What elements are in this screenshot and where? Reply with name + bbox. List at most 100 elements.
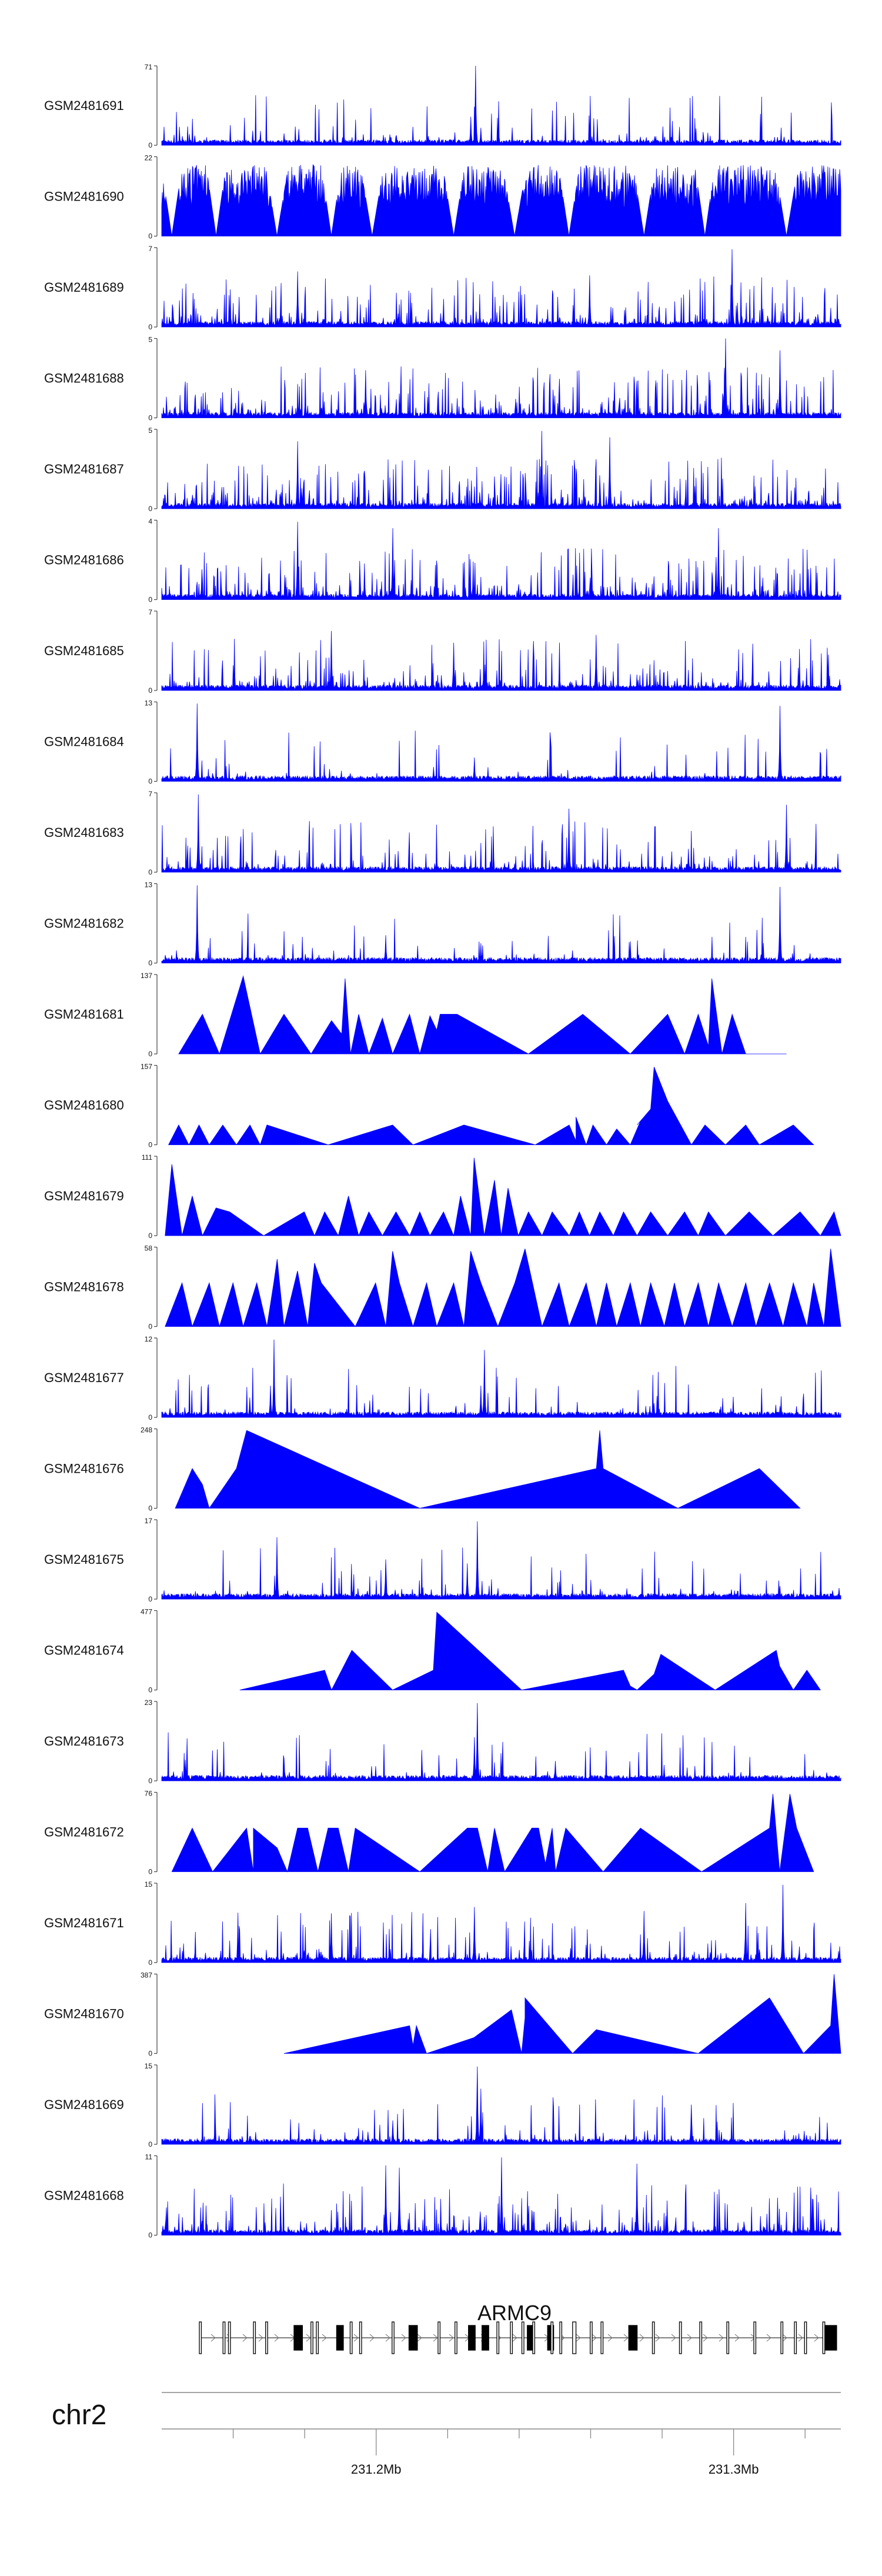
exon xyxy=(652,2321,655,2354)
y-min-label: 0 xyxy=(148,1686,152,1694)
y-max-label: 157 xyxy=(141,1063,152,1071)
y-max-label: 13 xyxy=(145,699,153,708)
strand-arrow xyxy=(671,2334,676,2342)
strand-arrow xyxy=(417,2334,422,2342)
strand-arrow xyxy=(433,2334,438,2342)
strand-arrow xyxy=(274,2334,279,2342)
y-min-label: 0 xyxy=(148,959,152,967)
exon xyxy=(699,2321,703,2354)
y-max-label: 4 xyxy=(148,518,152,526)
strand-arrow xyxy=(734,2334,740,2342)
y-max-label: 5 xyxy=(148,426,152,435)
y-max-label: 477 xyxy=(141,1608,152,1616)
y-max-label: 11 xyxy=(145,2153,153,2161)
exon xyxy=(510,2321,513,2354)
track-label: GSM2481669 xyxy=(44,2097,124,2112)
exon xyxy=(559,2321,563,2354)
y-min-label: 0 xyxy=(148,2140,152,2148)
y-max-label: 76 xyxy=(145,1790,153,1798)
exon xyxy=(804,2321,807,2354)
y-min-label: 0 xyxy=(148,596,152,604)
exon xyxy=(199,2321,202,2354)
exon xyxy=(482,2325,489,2351)
y-max-label: 22 xyxy=(145,154,153,162)
exon xyxy=(265,2321,268,2354)
y-max-label: 5 xyxy=(148,336,152,344)
track-label: GSM2481687 xyxy=(44,462,124,476)
strand-arrow xyxy=(258,2334,263,2342)
exon xyxy=(550,2321,554,2354)
track-label: GSM2481688 xyxy=(44,371,124,386)
strand-arrow xyxy=(322,2334,327,2342)
y-min-label: 0 xyxy=(148,1232,152,1240)
signal-area xyxy=(165,1249,841,1328)
signal-area xyxy=(161,249,841,328)
track-GSM2481685: GSM2481685 7 0 xyxy=(44,608,841,695)
signal-area xyxy=(161,885,841,963)
signal-area xyxy=(161,431,841,509)
track-GSM2481672: GSM2481672 76 0 xyxy=(44,1790,814,1876)
track-GSM2481688: GSM2481688 5 0 xyxy=(44,336,841,422)
track-GSM2481677: GSM2481677 12 0 xyxy=(44,1335,841,1422)
chromosome-label: chr2 xyxy=(52,2400,106,2431)
y-max-label: 387 xyxy=(141,1971,152,1980)
y-max-label: 17 xyxy=(145,1517,153,1525)
y-min-label: 0 xyxy=(148,1050,152,1058)
signal-area xyxy=(161,1703,841,1781)
gene-name-label: ARMC9 xyxy=(477,2301,552,2325)
track-label: GSM2481675 xyxy=(44,1552,124,1567)
strand-arrow xyxy=(211,2334,216,2342)
y-min-label: 0 xyxy=(148,1868,152,1876)
exon xyxy=(496,2321,500,2354)
y-max-label: 111 xyxy=(142,1153,153,1162)
track-GSM2481670: GSM2481670 387 0 xyxy=(44,1971,841,2058)
strand-arrow xyxy=(766,2334,771,2342)
exon xyxy=(521,2321,524,2354)
strand-arrow xyxy=(592,2334,597,2342)
track-label: GSM2481674 xyxy=(44,1643,124,1658)
exon xyxy=(316,2321,319,2354)
y-max-label: 7 xyxy=(148,608,152,616)
track-GSM2481675: GSM2481675 17 0 xyxy=(44,1517,841,1603)
track-GSM2481681: GSM2481681 137 0 xyxy=(44,972,787,1058)
strand-arrow xyxy=(607,2334,613,2342)
strand-arrow xyxy=(353,2334,359,2342)
exon xyxy=(628,2325,638,2351)
signal-area xyxy=(161,1521,841,1600)
signal-area xyxy=(161,164,841,236)
track-GSM2481668: GSM2481668 11 0 xyxy=(44,2153,841,2240)
y-max-label: 15 xyxy=(145,1880,153,1888)
exon xyxy=(336,2325,344,2351)
gene-track: ARMC9 xyxy=(199,2301,837,2354)
y-min-label: 0 xyxy=(148,1958,152,1967)
track-label: GSM2481680 xyxy=(44,1098,124,1113)
y-max-label: 248 xyxy=(141,1426,152,1434)
exon xyxy=(359,2321,362,2354)
track-label: GSM2481691 xyxy=(44,98,124,113)
y-max-label: 13 xyxy=(145,881,153,889)
track-GSM2481679: GSM2481679 111 0 xyxy=(44,1153,841,1240)
signal-area xyxy=(171,1794,814,1873)
exon xyxy=(600,2321,604,2354)
track-label: GSM2481690 xyxy=(44,189,124,204)
y-min-label: 0 xyxy=(148,1413,152,1422)
signal-area xyxy=(161,2157,841,2235)
strand-arrow xyxy=(306,2334,311,2342)
exon xyxy=(753,2321,757,2354)
y-max-label: 12 xyxy=(145,1335,153,1343)
exon xyxy=(527,2325,533,2351)
signal-area xyxy=(283,1974,841,2054)
track-GSM2481684: GSM2481684 13 0 xyxy=(44,699,841,786)
track-label: GSM2481685 xyxy=(44,643,124,658)
strand-arrow xyxy=(623,2334,629,2342)
y-min-label: 0 xyxy=(148,1777,152,1785)
signal-area xyxy=(175,1430,801,1509)
y-min-label: 0 xyxy=(148,1595,152,1603)
track-GSM2481686: GSM2481686 4 0 xyxy=(44,518,841,604)
signal-area xyxy=(178,975,787,1055)
exon xyxy=(349,2321,353,2354)
y-max-label: 71 xyxy=(145,63,153,71)
signal-area xyxy=(168,1067,814,1146)
exon xyxy=(679,2321,682,2354)
track-label: GSM2481677 xyxy=(44,1370,124,1385)
